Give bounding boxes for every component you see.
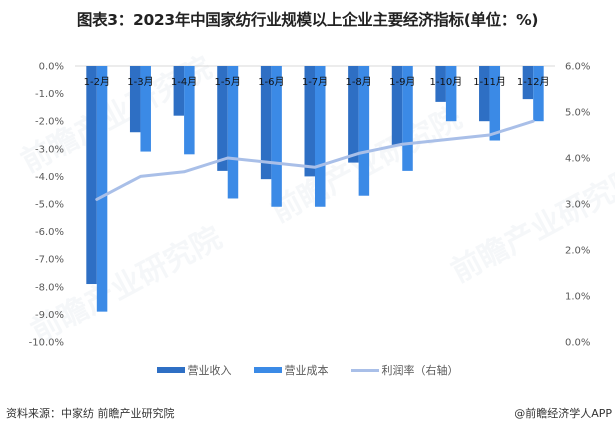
right-tick-label: 1.0%: [565, 292, 590, 303]
source-note: 资料来源：中家纺 前瞻产业研究院: [6, 407, 175, 420]
bar-revenue: [260, 66, 272, 180]
bar-cost: [445, 66, 457, 122]
category-label: 1-10月: [430, 76, 463, 88]
category-label: 1-6月: [258, 76, 284, 88]
bar-series: [86, 66, 544, 312]
category-label: 1-11月: [473, 76, 506, 88]
bar-revenue: [304, 66, 315, 177]
legend-label: 利润率（右轴）: [381, 364, 459, 377]
left-axis: 0.0% -1.0% -2.0% -3.0% -4.0% -5.0% -6.0% -7.0% -…: [29, 62, 64, 349]
category-label: 1-3月: [127, 76, 153, 88]
right-tick-label: 3.0%: [565, 200, 590, 211]
category-label: 1-8月: [345, 76, 371, 88]
category-label: 1-7月: [302, 76, 328, 88]
bar-revenue: [391, 66, 403, 147]
bar-revenue: [217, 66, 228, 171]
left-tick-label: -1.0%: [35, 89, 64, 100]
bar-revenue: [86, 66, 97, 285]
right-tick-label: 2.0%: [565, 246, 590, 257]
bar-revenue: [129, 66, 141, 133]
left-tick-label: -6.0%: [35, 227, 64, 238]
right-tick-label: 0.0%: [565, 338, 590, 349]
bar-cost: [227, 66, 239, 199]
chart-title: 图表3：2023年中国家纺行业规模以上企业主要经济指标(单位：%): [76, 11, 539, 29]
left-tick-label: -3.0%: [35, 144, 64, 155]
bar-cost: [140, 66, 151, 152]
bar-cost: [402, 66, 413, 171]
legend-label: 营业成本: [284, 364, 329, 377]
category-label: 1-4月: [171, 76, 197, 88]
legend-label: 营业收入: [187, 364, 232, 377]
legend-item-revenue: 营业收入: [156, 362, 232, 378]
brand-credit: @前瞻经济学人APP: [514, 407, 612, 420]
bar-revenue: [348, 66, 359, 163]
bar-revenue: [173, 66, 185, 116]
left-tick-label: -8.0%: [35, 282, 64, 293]
right-axis: 6.0% 5.0% 4.0% 3.0% 2.0% 1.0% 0.0%: [565, 62, 590, 349]
category-label: 1-9月: [389, 76, 415, 88]
left-tick-label: -7.0%: [35, 255, 64, 266]
category-label: 1-2月: [84, 76, 110, 88]
bar-cost: [96, 66, 108, 312]
margin-line-series: [95, 119, 535, 201]
chart-plot: 0.0% -1.0% -2.0% -3.0% -4.0% -5.0% -6.0% -7.0% -…: [29, 62, 591, 349]
category-label: 1-12月: [517, 76, 550, 88]
left-tick-label: -9.0%: [35, 310, 64, 321]
bar-cost: [315, 66, 326, 207]
bar-cost: [271, 66, 282, 207]
left-tick-label: 0.0%: [39, 62, 64, 73]
bar-revenue: [522, 66, 534, 100]
legend: 营业收入 营业成本 利润率（右轴）: [0, 362, 615, 378]
bar-cost: [358, 66, 370, 196]
left-tick-label: -5.0%: [35, 200, 64, 211]
left-tick-label: -2.0%: [35, 117, 64, 128]
category-label: 1-5月: [215, 76, 241, 88]
right-tick-label: 6.0%: [565, 62, 590, 73]
legend-item-margin: 利润率（右轴）: [350, 362, 459, 378]
left-tick-label: -4.0%: [35, 172, 64, 183]
bar-cost: [533, 66, 544, 122]
bar-cost: [184, 66, 195, 155]
bar-revenue: [435, 66, 446, 102]
right-tick-label: 4.0%: [565, 154, 590, 165]
right-tick-label: 5.0%: [565, 108, 590, 119]
legend-swatch-revenue: [156, 367, 185, 373]
legend-item-cost: 营业成本: [253, 362, 329, 378]
bar-cost: [489, 66, 501, 141]
bar-revenue: [479, 66, 490, 122]
legend-swatch-cost: [253, 367, 282, 373]
left-tick-label: -10.0%: [29, 338, 64, 349]
legend-swatch-margin: [350, 368, 379, 372]
category-labels: 1-2月 1-3月 1-4月 1-5月 1-6月 1-7月 1-8月 1-9月 1-10月 1-1…: [84, 76, 550, 88]
